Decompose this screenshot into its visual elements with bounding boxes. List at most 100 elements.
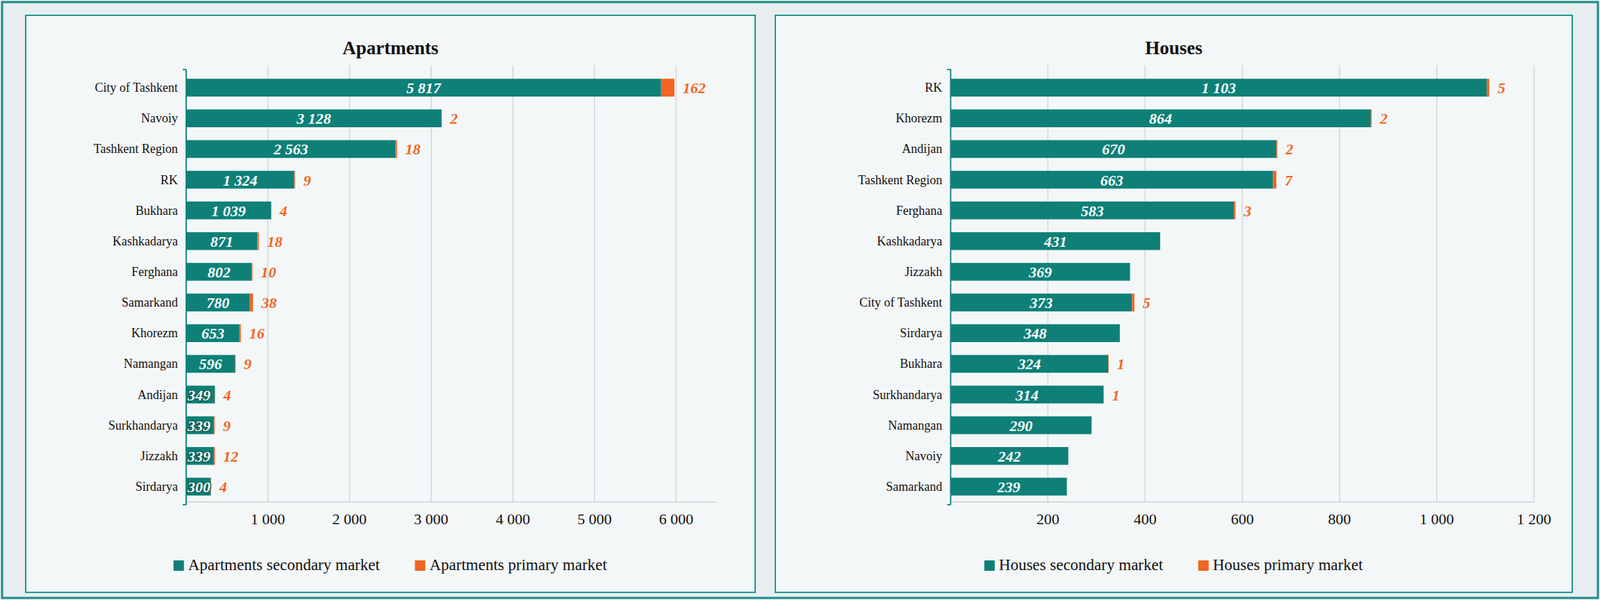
tick-label: 5 000 <box>577 509 613 528</box>
category-label: Surkhandarya <box>872 387 943 402</box>
grid-line <box>1436 65 1437 502</box>
category-label: Navoiy <box>905 448 943 463</box>
bar-value-label: 314 <box>1015 386 1039 404</box>
primary-value-label: 3 <box>1242 202 1252 220</box>
primary-value-label: 4 <box>279 202 288 220</box>
category-label: City of Tashkent <box>859 295 943 310</box>
legend-swatch <box>984 559 995 571</box>
x-axis-line <box>950 500 1534 502</box>
primary-value-label: 4 <box>222 386 231 404</box>
bar-value-label: 339 <box>186 447 211 465</box>
bar <box>661 78 675 97</box>
category-label: Andijan <box>137 387 178 402</box>
bar-value-label: 242 <box>997 447 1022 465</box>
bar <box>950 323 1120 342</box>
bar <box>1486 78 1489 97</box>
bars <box>186 78 675 495</box>
data-labels: 5 8173 1282 5631 3241 039871802780653596… <box>186 79 706 496</box>
legend-swatch <box>173 559 185 571</box>
bar <box>441 109 442 128</box>
tick-label: 4 000 <box>495 509 531 528</box>
bar <box>950 201 1234 220</box>
bar-value-label: 290 <box>1008 416 1033 435</box>
category-label: Surkhandarya <box>108 418 178 433</box>
chart-canvas: ApartmentsCity of TashkentNavoiyTashkent… <box>0 0 1600 600</box>
bar <box>1272 170 1277 189</box>
bar <box>950 446 1068 465</box>
bar-value-label: 369 <box>1028 263 1052 281</box>
category-label: Bukhara <box>899 356 943 371</box>
tick-label: 400 <box>1133 509 1157 528</box>
legend-label: Apartments secondary market <box>188 555 381 574</box>
primary-value-label: 16 <box>249 324 265 342</box>
bar <box>1108 355 1110 374</box>
legend-label: Houses primary market <box>1213 555 1364 574</box>
bar <box>186 477 211 496</box>
bar <box>186 201 271 220</box>
category-label: Bukhara <box>135 203 178 218</box>
bar <box>186 140 396 159</box>
primary-value-label: 38 <box>260 293 277 312</box>
primary-value-label: 18 <box>405 140 421 158</box>
bar-value-label: 663 <box>1100 171 1124 189</box>
primary-value-label: 2 <box>449 109 458 128</box>
grid-line <box>430 65 432 502</box>
primary-value-label: 5 <box>1497 79 1506 97</box>
bar <box>186 78 662 97</box>
primary-value-label: 12 <box>223 447 239 465</box>
y-axis-cap <box>946 503 951 506</box>
bar-value-label: 431 <box>1043 232 1068 251</box>
tick-label: 1 000 <box>250 509 286 528</box>
tick-label: 800 <box>1328 509 1352 528</box>
bar-value-label: 239 <box>996 477 1020 496</box>
bar-value-label: 373 <box>1028 293 1053 312</box>
bar <box>186 323 240 342</box>
primary-value-label: 9 <box>223 416 231 435</box>
legend-label: Houses secondary market <box>999 555 1164 574</box>
category-label: City of Tashkent <box>95 80 178 95</box>
primary-value-label: 4 <box>218 477 228 496</box>
grid-line <box>594 65 595 502</box>
bar <box>186 446 214 465</box>
bar <box>213 416 215 435</box>
tick-label: 200 <box>1036 509 1060 528</box>
primary-value-label: 162 <box>682 79 706 97</box>
bar <box>1370 109 1372 128</box>
primary-value-label: 1 <box>1117 355 1125 373</box>
y-axis-line <box>185 69 187 505</box>
bar-value-label: 670 <box>1101 140 1125 158</box>
bar <box>1131 293 1134 312</box>
bar-value-label: 780 <box>206 293 230 312</box>
bar-value-label: 1 039 <box>211 202 246 220</box>
bar <box>186 293 251 312</box>
tick-label: 3 000 <box>414 509 449 528</box>
x-axis-line <box>186 500 717 502</box>
bar <box>234 355 236 374</box>
bar <box>1276 140 1277 159</box>
category-label: Khorezm <box>895 111 943 126</box>
primary-value-label: 18 <box>266 232 283 251</box>
category-label: Namangan <box>123 356 178 371</box>
bar <box>186 109 442 128</box>
bar <box>1233 201 1236 220</box>
grid-line <box>348 65 350 502</box>
primary-value-label: 9 <box>303 171 312 189</box>
primary-value-label: 2 <box>1379 109 1388 128</box>
bar <box>950 355 1109 374</box>
outer-frame <box>2 2 1598 598</box>
category-label: Tashkent Region <box>93 141 178 156</box>
bar-value-label: 1 324 <box>223 171 258 189</box>
legend: Apartments secondary marketApartments pr… <box>173 555 608 574</box>
category-label: Khorezm <box>131 325 178 340</box>
bar <box>950 293 1132 312</box>
bar-value-label: 596 <box>199 355 223 373</box>
category-label: Navoiy <box>141 111 178 126</box>
grid-line <box>1047 65 1049 502</box>
bar-value-label: 1 103 <box>1201 79 1236 97</box>
bar-value-label: 802 <box>207 263 231 281</box>
bar-value-label: 324 <box>1017 355 1041 373</box>
panel-frame <box>775 15 1573 592</box>
category-label: Jizzakh <box>140 448 178 463</box>
category-label: Kashkadarya <box>112 234 178 249</box>
category-label: Samarkand <box>121 295 178 310</box>
